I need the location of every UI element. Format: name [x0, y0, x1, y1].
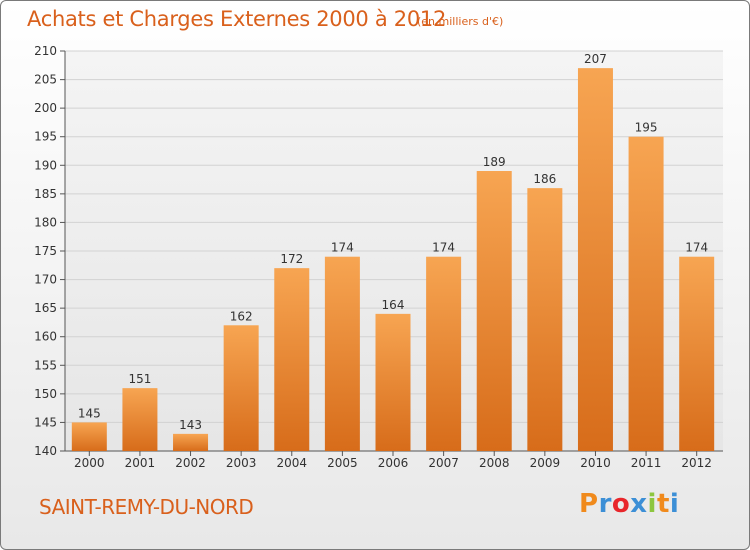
x-tick-label-2012: 2012 — [681, 456, 712, 470]
y-tick-label: 170 — [34, 273, 57, 287]
y-tick-label: 175 — [34, 244, 57, 258]
bar-chart: 1401451501551601651701751801851901952002… — [34, 44, 723, 470]
bar-2007 — [426, 256, 462, 451]
x-tick-label-2005: 2005 — [327, 456, 358, 470]
y-tick-label: 205 — [34, 73, 57, 87]
y-tick-label: 195 — [34, 130, 57, 144]
logo-letter: x — [630, 489, 648, 519]
x-tick-label-2011: 2011 — [631, 456, 662, 470]
data-label-2003: 162 — [230, 309, 253, 323]
y-tick-label: 180 — [34, 215, 57, 229]
y-tick-label: 150 — [34, 387, 57, 401]
data-label-2008: 189 — [483, 155, 506, 169]
x-tick-label-2010: 2010 — [580, 456, 611, 470]
data-label-2001: 151 — [128, 372, 151, 386]
logo-letter: i — [647, 489, 657, 519]
y-tick-label: 140 — [34, 444, 57, 458]
chart-subtitle: (en milliers d'€) — [417, 15, 504, 28]
data-label-2004: 172 — [280, 252, 303, 266]
x-tick-label-2008: 2008 — [479, 456, 510, 470]
commune-name: SAINT-REMY-DU-NORD — [39, 495, 254, 519]
data-label-2011: 195 — [635, 121, 658, 135]
x-tick-label-2007: 2007 — [428, 456, 459, 470]
logo-letter: t — [656, 489, 670, 519]
bar-2006 — [375, 313, 411, 451]
y-tick-label: 200 — [34, 101, 57, 115]
bar-2012 — [679, 256, 715, 451]
data-label-2009: 186 — [533, 172, 556, 186]
data-label-2010: 207 — [584, 52, 607, 66]
y-tick-label: 185 — [34, 187, 57, 201]
bar-2005 — [324, 256, 360, 451]
bar-2000 — [71, 422, 107, 451]
bar-2004 — [274, 268, 310, 451]
bar-2010 — [577, 68, 613, 452]
chart-title: Achats et Charges Externes 2000 à 2012 — [27, 7, 447, 31]
bar-2008 — [476, 171, 512, 451]
logo-letter: r — [598, 489, 612, 519]
x-tick-label-2002: 2002 — [175, 456, 206, 470]
bar-2009 — [527, 188, 563, 451]
bar-2011 — [628, 136, 664, 451]
data-label-2006: 164 — [382, 298, 405, 312]
y-tick-label: 145 — [34, 415, 57, 429]
bar-2001 — [122, 388, 158, 451]
bar-2002 — [173, 433, 209, 451]
x-tick-label-2000: 2000 — [74, 456, 105, 470]
data-label-2000: 145 — [78, 406, 101, 420]
y-tick-label: 160 — [34, 330, 57, 344]
logo-letter: P — [579, 489, 599, 519]
y-tick-label: 155 — [34, 358, 57, 372]
logo-letter: o — [611, 489, 631, 519]
x-tick-label-2004: 2004 — [276, 456, 307, 470]
data-label-2005: 174 — [331, 241, 354, 255]
proxiti-logo: Proxiti — [579, 489, 679, 519]
logo-letter: i — [669, 489, 680, 519]
x-tick-label-2009: 2009 — [530, 456, 561, 470]
data-label-2007: 174 — [432, 241, 455, 255]
y-tick-label: 210 — [34, 44, 57, 58]
y-tick-label: 165 — [34, 301, 57, 315]
x-tick-label-2003: 2003 — [226, 456, 257, 470]
y-tick-label: 190 — [34, 158, 57, 172]
data-label-2012: 174 — [685, 241, 708, 255]
x-tick-label-2006: 2006 — [378, 456, 409, 470]
data-label-2002: 143 — [179, 418, 202, 432]
x-tick-label-2001: 2001 — [125, 456, 156, 470]
bar-2003 — [223, 325, 259, 451]
